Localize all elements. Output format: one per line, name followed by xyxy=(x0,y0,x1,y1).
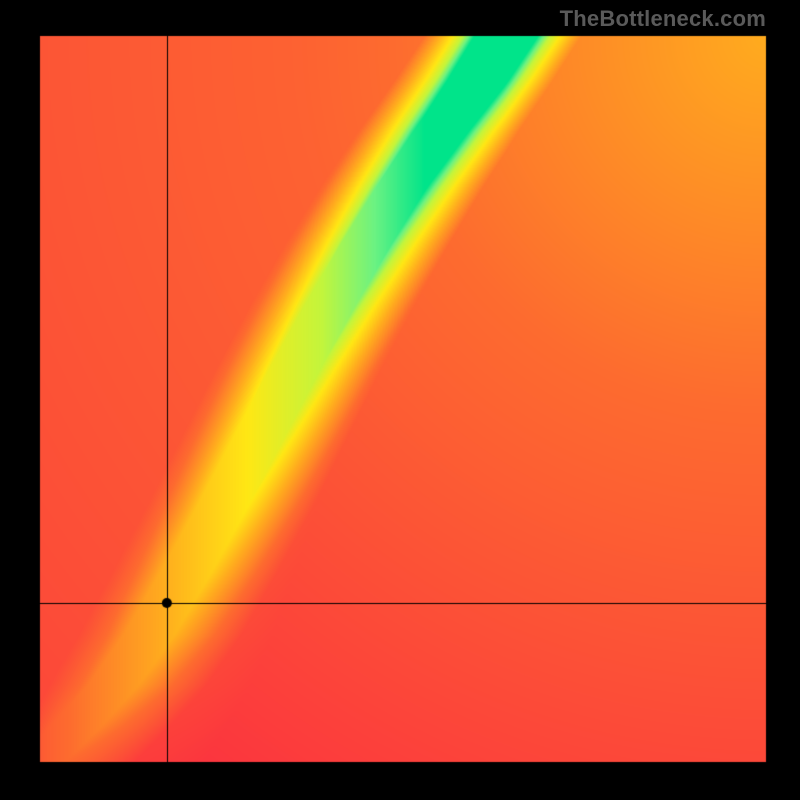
bottleneck-heatmap xyxy=(0,0,800,800)
chart-container: TheBottleneck.com xyxy=(0,0,800,800)
watermark-text: TheBottleneck.com xyxy=(560,6,766,32)
